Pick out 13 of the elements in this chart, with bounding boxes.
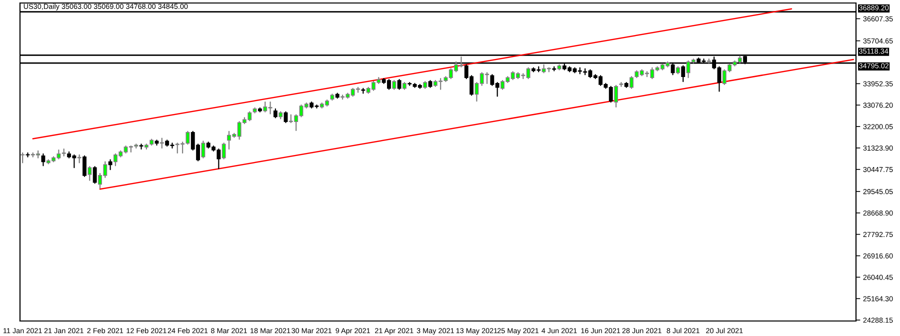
candlestick xyxy=(92,166,97,184)
candlestick xyxy=(26,152,30,158)
candlestick xyxy=(139,144,144,150)
candlestick xyxy=(397,79,402,90)
candlestick xyxy=(82,155,86,177)
candlestick xyxy=(614,84,618,108)
candlestick xyxy=(88,166,92,181)
candlestick xyxy=(201,140,206,158)
candlestick xyxy=(222,142,226,160)
candlestick xyxy=(108,159,112,170)
candlestick xyxy=(20,152,25,164)
candlestick xyxy=(630,76,634,89)
candlestick xyxy=(681,65,686,82)
